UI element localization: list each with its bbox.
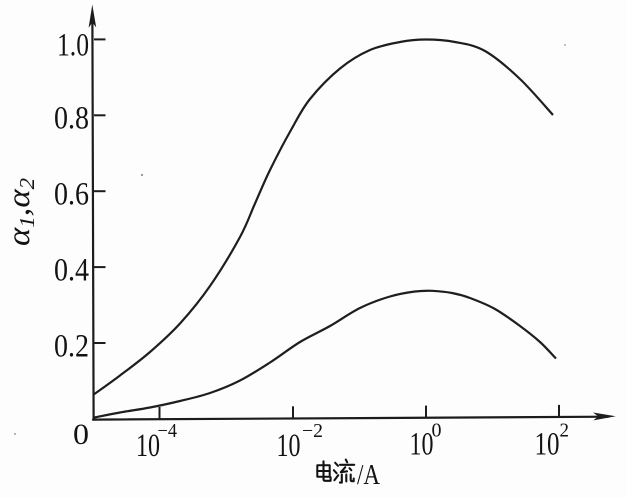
svg-text:−4: −4 (158, 420, 178, 442)
svg-text:0.8: 0.8 (54, 101, 89, 137)
svg-text:0.2: 0.2 (54, 329, 89, 365)
svg-text:0.4: 0.4 (54, 253, 89, 289)
svg-text:2: 2 (560, 420, 570, 442)
svg-text:0: 0 (432, 420, 442, 442)
svg-text:α1,α2: α1,α2 (0, 177, 39, 246)
svg-text:10: 10 (535, 427, 560, 463)
svg-text:0.6: 0.6 (54, 177, 89, 213)
svg-text:0: 0 (73, 418, 89, 451)
svg-text:10: 10 (136, 428, 160, 464)
svg-text:1.0: 1.0 (57, 28, 89, 64)
svg-text:10: 10 (277, 428, 301, 464)
svg-text:/A: /A (357, 459, 380, 491)
svg-text:−2: −2 (302, 420, 323, 442)
svg-text:10: 10 (410, 427, 434, 463)
